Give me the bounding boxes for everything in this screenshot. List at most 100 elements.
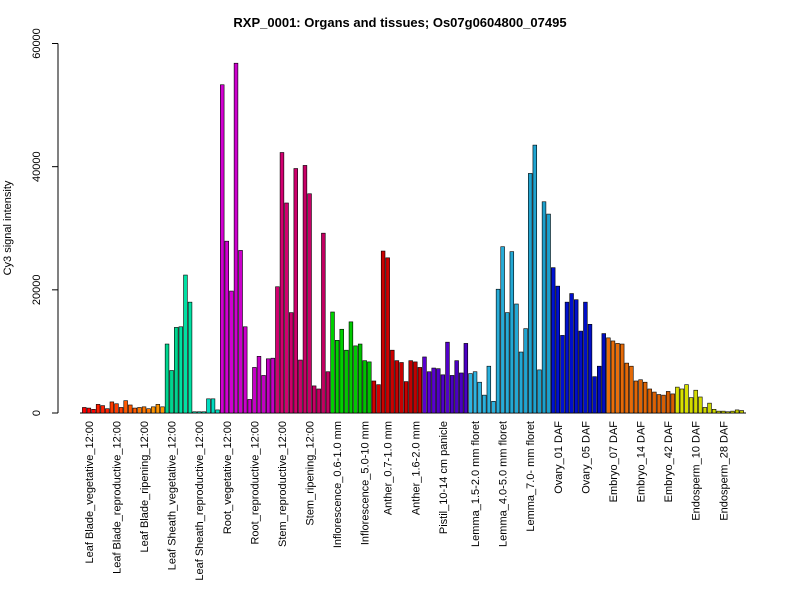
bar	[463, 343, 469, 414]
bar	[601, 333, 606, 414]
x-tick-label: Endosperm_28 DAF	[718, 421, 730, 521]
bar	[514, 303, 519, 414]
bar	[449, 375, 455, 414]
bar	[569, 293, 574, 414]
bar	[91, 409, 96, 414]
bar	[311, 385, 317, 414]
bar	[615, 343, 620, 414]
bar	[109, 401, 115, 414]
x-tick-label: Stem_ripening_12:00	[305, 421, 317, 526]
x-tick-label: Embryo_14 DAF	[636, 421, 648, 503]
x-tick-label: Leaf Blade_reproductive_12:00	[112, 421, 124, 574]
x-tick-label: Leaf Sheath_vegetative_12:00	[167, 421, 179, 570]
x-tick-label: Leaf Blade_vegetative_12:00	[84, 421, 96, 564]
bar	[399, 362, 404, 414]
bar	[417, 367, 423, 414]
bar	[371, 380, 377, 414]
bar	[652, 391, 657, 414]
bar	[656, 394, 662, 414]
bar	[105, 408, 110, 414]
bar	[661, 394, 666, 414]
bar	[633, 380, 639, 414]
bar	[187, 301, 193, 414]
bar	[459, 372, 464, 414]
bar	[551, 267, 556, 414]
bar	[256, 356, 262, 414]
bar	[302, 165, 308, 414]
bar	[505, 312, 510, 414]
x-tick-label: Anther_0.7-1.0 mm	[383, 421, 395, 515]
bar	[702, 407, 708, 414]
bar	[307, 193, 312, 414]
x-tick-label: Lemma_7.0- mm floret	[525, 421, 537, 532]
y-axis-label: Cy3 signal intensity	[2, 180, 14, 275]
y-tick-label: 40000	[31, 151, 43, 182]
bar	[316, 388, 321, 414]
bar	[408, 360, 413, 414]
bar	[638, 379, 643, 414]
bar	[132, 407, 138, 414]
bar	[606, 337, 611, 414]
bar	[403, 381, 409, 414]
bar	[215, 409, 220, 414]
bar	[528, 173, 533, 414]
bar	[284, 202, 289, 414]
bar	[261, 375, 266, 414]
bar	[725, 411, 731, 414]
bar	[357, 343, 363, 414]
bar	[587, 324, 593, 414]
bar	[509, 251, 515, 414]
bar	[619, 343, 625, 414]
bar	[82, 407, 87, 414]
bar	[698, 396, 703, 414]
bar	[118, 407, 124, 414]
bar	[224, 240, 229, 414]
chart-title: RXP_0001: Organs and tissues; Os07g06048…	[233, 15, 566, 30]
bar	[610, 340, 616, 414]
bar	[151, 406, 156, 414]
bar	[293, 168, 298, 414]
bar	[578, 330, 583, 414]
bar	[367, 361, 372, 414]
bar	[665, 391, 671, 414]
bar	[141, 406, 147, 414]
bar	[693, 389, 698, 414]
x-tick-label: Embryo_42 DAF	[663, 421, 675, 503]
y-axis-ticks: 0 20000 40000 60000	[31, 28, 58, 416]
bar	[440, 374, 446, 414]
bar	[647, 388, 652, 414]
bar	[100, 405, 105, 414]
bar	[183, 274, 188, 414]
bar	[210, 398, 216, 414]
bar	[472, 371, 478, 414]
bar	[560, 335, 565, 414]
y-tick-label: 20000	[31, 275, 43, 306]
bar	[376, 384, 381, 414]
bar	[670, 393, 675, 414]
bar	[546, 213, 551, 414]
bar	[206, 398, 211, 414]
x-tick-label: Leaf Blade_ripening_12:00	[139, 421, 151, 553]
bar	[385, 257, 390, 414]
x-tick-label: Stem_reproductive_12:00	[277, 421, 289, 547]
bar	[238, 250, 243, 414]
bar	[431, 367, 436, 414]
x-tick-labels: Leaf Blade_vegetative_12:00 Leaf Blade_re…	[84, 421, 730, 581]
x-tick-label: Leaf Sheath_reproductive_12:00	[194, 421, 206, 581]
bar	[734, 409, 740, 414]
bar	[413, 361, 418, 414]
bar	[523, 328, 528, 414]
bar	[426, 371, 432, 414]
bar	[532, 144, 538, 414]
x-tick-label: Inflorescence_5.0-10 mm	[360, 421, 372, 545]
bar	[739, 410, 744, 414]
bar	[288, 312, 294, 414]
bar	[178, 326, 184, 414]
x-tick-label: Pistil_10-14 cm panicle	[438, 421, 450, 534]
bar	[330, 311, 335, 414]
bar	[339, 328, 344, 414]
bar	[321, 232, 326, 414]
x-tick-label: Ovary_05 DAF	[580, 421, 592, 494]
x-tick-label: Inflorescence_0.6-1.0 mm	[332, 421, 344, 548]
bar	[229, 290, 234, 414]
